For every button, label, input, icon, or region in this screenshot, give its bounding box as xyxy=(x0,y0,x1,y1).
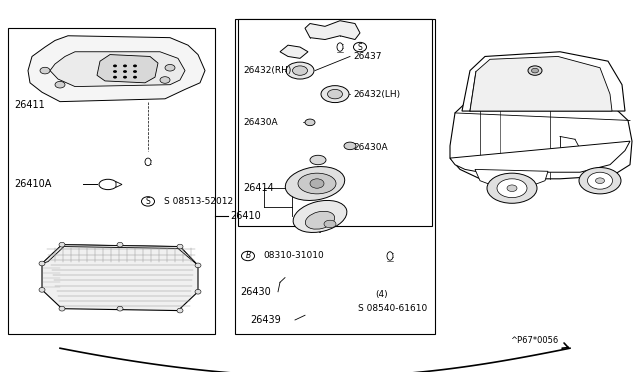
Polygon shape xyxy=(462,52,625,111)
Ellipse shape xyxy=(133,70,137,73)
Polygon shape xyxy=(305,21,360,39)
Ellipse shape xyxy=(133,64,137,67)
Text: B: B xyxy=(245,251,251,260)
Ellipse shape xyxy=(387,252,393,260)
Text: ^P67*0056: ^P67*0056 xyxy=(510,336,558,345)
Ellipse shape xyxy=(99,179,117,190)
Ellipse shape xyxy=(292,66,307,75)
Polygon shape xyxy=(280,45,308,58)
Text: S 08513-52012: S 08513-52012 xyxy=(164,197,233,206)
Ellipse shape xyxy=(145,158,151,166)
Ellipse shape xyxy=(117,242,123,247)
Ellipse shape xyxy=(39,261,45,266)
Ellipse shape xyxy=(195,263,201,268)
Text: 26414: 26414 xyxy=(243,183,274,193)
Text: 26432(LH): 26432(LH) xyxy=(353,90,400,99)
Ellipse shape xyxy=(298,173,336,194)
Ellipse shape xyxy=(39,288,45,292)
Text: 26439: 26439 xyxy=(250,315,281,325)
Ellipse shape xyxy=(133,76,137,78)
Ellipse shape xyxy=(123,76,127,78)
Ellipse shape xyxy=(310,179,324,188)
Ellipse shape xyxy=(59,306,65,311)
Ellipse shape xyxy=(293,201,347,232)
Ellipse shape xyxy=(337,43,343,51)
Ellipse shape xyxy=(285,167,345,201)
Text: S: S xyxy=(358,42,362,52)
Ellipse shape xyxy=(588,172,612,189)
Polygon shape xyxy=(50,52,185,87)
Ellipse shape xyxy=(286,62,314,79)
Text: 26411: 26411 xyxy=(14,100,45,110)
Text: 26437: 26437 xyxy=(353,52,381,61)
Polygon shape xyxy=(42,245,198,265)
Polygon shape xyxy=(450,89,632,179)
Ellipse shape xyxy=(123,64,127,67)
Text: 26410: 26410 xyxy=(230,211,260,221)
Text: S: S xyxy=(146,197,150,206)
Ellipse shape xyxy=(40,67,50,74)
Text: 08310-31010: 08310-31010 xyxy=(263,251,324,260)
Ellipse shape xyxy=(141,197,154,206)
Ellipse shape xyxy=(177,244,183,249)
Polygon shape xyxy=(116,182,122,187)
Bar xyxy=(238,19,432,226)
Ellipse shape xyxy=(487,173,537,203)
Ellipse shape xyxy=(305,119,315,126)
Ellipse shape xyxy=(344,142,356,150)
Polygon shape xyxy=(475,169,548,188)
Ellipse shape xyxy=(123,70,127,73)
Ellipse shape xyxy=(579,167,621,194)
Ellipse shape xyxy=(353,42,367,52)
Ellipse shape xyxy=(195,289,201,294)
Ellipse shape xyxy=(328,89,342,99)
Ellipse shape xyxy=(310,155,326,165)
Ellipse shape xyxy=(160,77,170,83)
Ellipse shape xyxy=(55,81,65,88)
Text: (4): (4) xyxy=(375,290,388,299)
Polygon shape xyxy=(470,57,612,111)
Ellipse shape xyxy=(59,242,65,247)
Text: 26430A: 26430A xyxy=(243,118,278,127)
Polygon shape xyxy=(97,55,158,83)
Polygon shape xyxy=(28,36,205,102)
Ellipse shape xyxy=(595,178,605,183)
Bar xyxy=(235,19,435,334)
Ellipse shape xyxy=(497,179,527,198)
Ellipse shape xyxy=(165,64,175,71)
Polygon shape xyxy=(450,141,630,172)
Ellipse shape xyxy=(241,251,255,261)
Ellipse shape xyxy=(113,70,117,73)
Text: 26432(RH): 26432(RH) xyxy=(243,66,291,75)
Text: 26430: 26430 xyxy=(240,287,271,297)
Text: S 08540-61610: S 08540-61610 xyxy=(358,304,428,313)
Ellipse shape xyxy=(528,66,542,75)
Ellipse shape xyxy=(321,86,349,103)
Ellipse shape xyxy=(113,64,117,67)
Polygon shape xyxy=(42,245,198,311)
Ellipse shape xyxy=(305,211,335,229)
Ellipse shape xyxy=(507,185,517,192)
Bar xyxy=(8,28,215,334)
Ellipse shape xyxy=(324,220,336,228)
Ellipse shape xyxy=(177,308,183,313)
Ellipse shape xyxy=(113,76,117,78)
Text: 26410A: 26410A xyxy=(14,179,51,189)
Ellipse shape xyxy=(117,306,123,311)
Ellipse shape xyxy=(531,68,538,73)
Text: 26430A: 26430A xyxy=(353,143,388,152)
